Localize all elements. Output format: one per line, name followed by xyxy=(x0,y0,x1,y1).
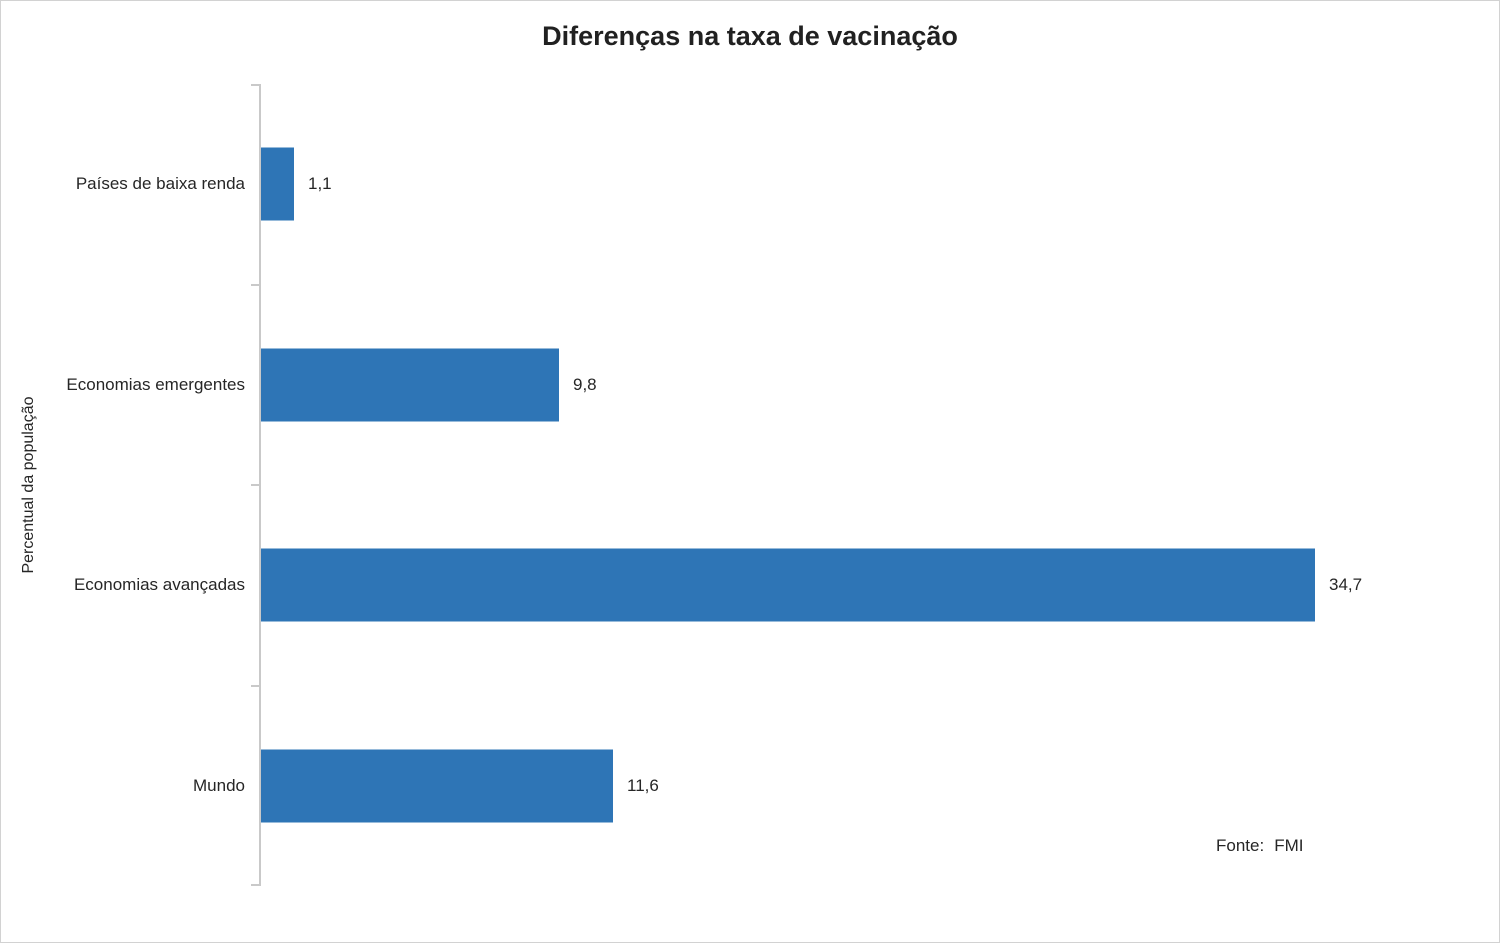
source-label: Fonte: xyxy=(1216,836,1265,855)
chart-title: Diferenças na taxa de vacinação xyxy=(542,21,958,51)
bar-paises-de-baixa-renda xyxy=(261,147,294,221)
category-band: Países de baixa renda 1,1 xyxy=(76,84,1441,285)
category-band: Economias emergentes 9,8 xyxy=(66,285,1441,486)
category-label: Mundo xyxy=(193,775,245,795)
data-label: 9,8 xyxy=(573,374,597,394)
category-label: Economias emergentes xyxy=(66,374,245,394)
axis-tick xyxy=(251,884,259,886)
source-note: Fonte: FMI xyxy=(1216,836,1303,856)
category-label: Economias avançadas xyxy=(73,575,245,595)
axis-tick xyxy=(251,484,259,486)
category-band: Economias avançadas 34,7 xyxy=(74,485,1441,686)
category-axis-line xyxy=(259,84,261,886)
bar-mundo xyxy=(261,749,613,823)
data-label: 34,7 xyxy=(1329,575,1363,595)
data-label: 1,1 xyxy=(308,174,332,194)
axis-tick xyxy=(251,283,259,286)
bar-economias-avancadas xyxy=(261,548,1315,622)
axis-tick xyxy=(251,84,259,86)
axis-tick xyxy=(251,684,259,687)
category-label: Países de baixa renda xyxy=(75,174,245,194)
y-axis-title: Percentual da população xyxy=(20,396,37,574)
source-value: FMI xyxy=(1274,836,1304,855)
data-label: 11,6 xyxy=(627,775,659,795)
bar-economias-emergentes xyxy=(261,348,559,422)
category-band: Mundo 11,6 xyxy=(193,686,1441,887)
plot-area: Países de baixa renda 1,1 Economias emer… xyxy=(66,84,1441,887)
